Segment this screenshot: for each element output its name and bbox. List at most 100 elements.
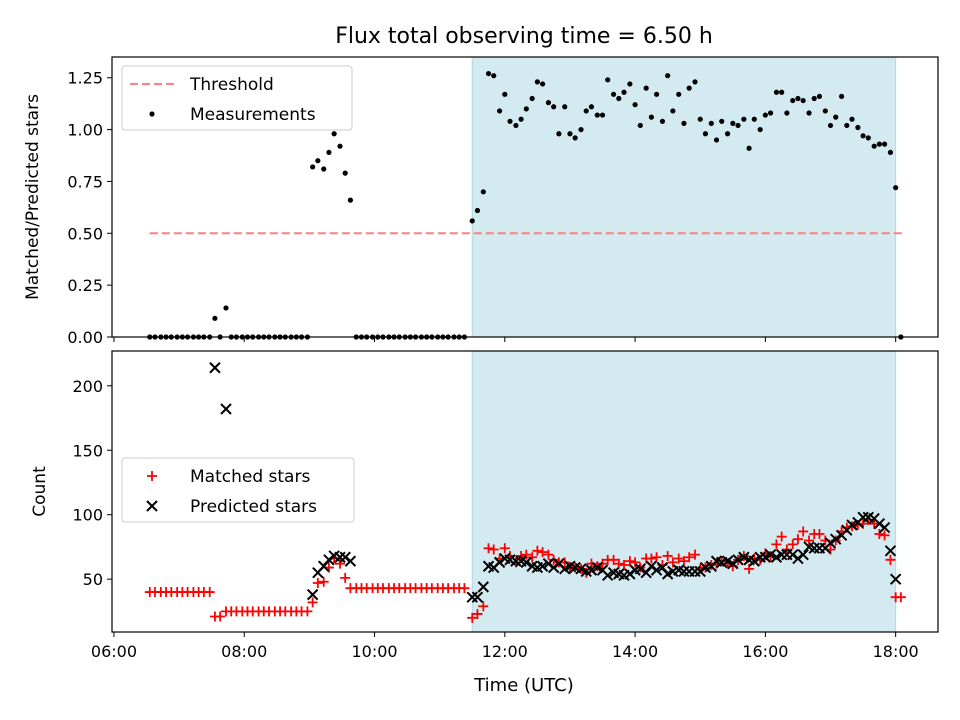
matched-point xyxy=(885,554,896,565)
measurement-point xyxy=(599,112,606,118)
matched-point xyxy=(334,558,345,569)
matched-point xyxy=(646,553,657,564)
measurement-point xyxy=(491,73,497,79)
ratio-panel: 0.00 0.25 0.50 0.75 1.00 1.25 Matched/Predicte… xyxy=(23,56,939,347)
measurement-point xyxy=(621,89,627,95)
measurement-point xyxy=(746,145,752,151)
measurement-point xyxy=(539,81,546,87)
measurement-point xyxy=(779,89,785,95)
measurement-point xyxy=(562,104,568,110)
measurement-point xyxy=(326,149,332,156)
legend-measurement-swatch xyxy=(149,111,155,117)
matched-point xyxy=(215,611,226,622)
measurement-point xyxy=(876,141,882,147)
measurement-point xyxy=(507,118,513,124)
matched-point xyxy=(771,539,782,550)
matched-point xyxy=(488,544,499,555)
predicted-point xyxy=(797,548,809,561)
measurement-point xyxy=(529,95,535,102)
predicted-point xyxy=(585,564,598,576)
matched-point xyxy=(312,578,323,589)
matched-point xyxy=(302,606,313,617)
y-tick-label: 1.00 xyxy=(67,121,103,140)
measurement-point xyxy=(347,197,354,203)
measurement-point xyxy=(708,120,714,126)
count-panel: 50 100 150 200 06:00 08:00 10:00 12:00 14:00 16:0… xyxy=(30,350,939,661)
measurement-point xyxy=(572,135,578,141)
matched-point xyxy=(483,543,494,554)
measurement-point xyxy=(795,95,801,102)
measurement-point xyxy=(632,102,638,108)
x-tick-label: 14:00 xyxy=(612,642,658,661)
measurement-point xyxy=(730,120,736,126)
y-tick-label: 50 xyxy=(83,570,103,589)
predicted-point xyxy=(889,573,902,585)
matched-point xyxy=(684,552,695,563)
measurement-point xyxy=(686,85,692,91)
matched-point xyxy=(874,529,885,540)
measurement-point xyxy=(342,170,348,176)
matched-point xyxy=(318,576,329,587)
legend-box xyxy=(121,65,353,131)
measurement-point xyxy=(702,131,709,137)
series-predicted-stars xyxy=(209,362,902,603)
predicted-point xyxy=(334,551,346,563)
measurement-point xyxy=(811,95,817,102)
legend-box xyxy=(121,457,355,523)
measurement-point xyxy=(502,91,508,97)
y-tick-label: 100 xyxy=(72,506,103,525)
measurement-point xyxy=(637,122,643,129)
measurement-point xyxy=(800,97,806,104)
matched-point xyxy=(340,572,351,583)
matched-point xyxy=(516,550,527,561)
measurement-point xyxy=(337,143,343,149)
measurement-point xyxy=(741,116,747,122)
matched-point xyxy=(204,587,215,598)
matched-point xyxy=(619,559,630,570)
predicted-point xyxy=(775,548,788,561)
x-tick-label: 06:00 xyxy=(91,642,137,661)
measurement-point xyxy=(827,122,834,129)
predicted-point xyxy=(678,565,690,578)
matched-point xyxy=(521,549,532,560)
legend: Matched stars Predicted stars xyxy=(121,457,355,523)
measurement-point xyxy=(670,108,676,114)
predicted-point xyxy=(732,554,744,566)
legend: Threshold Measurements xyxy=(121,65,353,131)
predicted-point xyxy=(650,564,663,576)
measurement-point xyxy=(773,89,780,95)
observing-window xyxy=(471,350,897,633)
matched-point xyxy=(869,518,880,529)
predicted-point xyxy=(306,588,319,601)
matched-point xyxy=(690,549,701,560)
measurement-point xyxy=(485,70,492,77)
x-tick-label: 18:00 xyxy=(873,642,919,661)
predicted-point xyxy=(808,542,820,554)
matched-point xyxy=(527,552,538,563)
measurement-point xyxy=(844,122,850,129)
legend-matched-swatch xyxy=(147,471,157,481)
matched-point xyxy=(798,526,809,537)
measurement-point xyxy=(551,104,557,110)
measurement-point xyxy=(474,207,481,214)
plot-frame xyxy=(111,350,939,633)
measurement-point xyxy=(588,104,595,110)
predicted-point xyxy=(477,581,490,593)
matched-point xyxy=(499,543,510,554)
matched-point xyxy=(537,547,548,558)
measurement-point xyxy=(653,91,660,97)
matched-point xyxy=(624,556,635,567)
measurement-point xyxy=(865,135,871,141)
measurement-point xyxy=(223,305,229,311)
measurement-point xyxy=(643,85,649,91)
predicted-point xyxy=(689,565,701,578)
measurement-point xyxy=(893,185,899,191)
predicted-point xyxy=(602,569,614,581)
measurement-point xyxy=(816,93,823,100)
matched-point xyxy=(472,608,483,619)
predicted-point xyxy=(471,591,484,603)
measurement-point xyxy=(762,112,768,118)
measurement-point xyxy=(534,79,540,85)
plot-frame xyxy=(111,56,939,338)
